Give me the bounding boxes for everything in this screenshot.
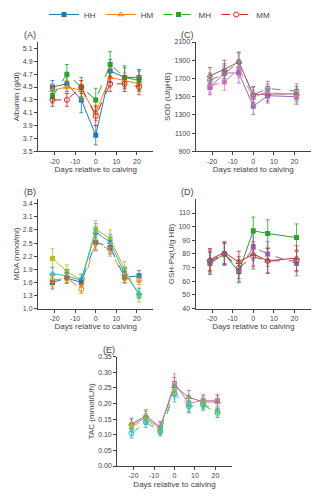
svg-text:1.3: 1.3: [23, 292, 33, 299]
svg-text:HM: HM: [141, 11, 154, 20]
svg-text:3.7: 3.7: [23, 135, 33, 142]
svg-text:MDA (nmol/ml): MDA (nmol/ml): [12, 227, 21, 280]
svg-text:110: 110: [179, 209, 190, 216]
svg-text:50: 50: [182, 291, 190, 298]
svg-text:(A): (A): [24, 30, 36, 40]
svg-text:3.4: 3.4: [23, 200, 33, 207]
svg-text:2.8: 2.8: [23, 226, 33, 233]
svg-text:20: 20: [212, 472, 220, 479]
svg-text:-20: -20: [128, 472, 138, 479]
svg-text:10: 10: [191, 472, 199, 479]
svg-text:0.25: 0.25: [98, 384, 112, 391]
svg-text:80: 80: [182, 250, 190, 257]
svg-text:-10: -10: [228, 315, 238, 322]
svg-text:40: 40: [182, 305, 190, 312]
svg-text:1900: 1900: [175, 57, 191, 64]
svg-text:1.6: 1.6: [23, 279, 33, 286]
svg-text:Days related to calving: Days related to calving: [213, 165, 294, 174]
svg-text:2100: 2100: [175, 38, 191, 45]
svg-text:4.5: 4.5: [23, 83, 33, 90]
svg-text:5.1: 5.1: [23, 45, 33, 52]
svg-text:1.9: 1.9: [23, 266, 33, 273]
svg-text:3.9: 3.9: [23, 122, 33, 129]
svg-text:0.20: 0.20: [98, 400, 112, 407]
svg-text:-10: -10: [70, 158, 80, 165]
svg-text:70: 70: [182, 264, 190, 271]
svg-text:0: 0: [251, 315, 255, 322]
svg-text:4.3: 4.3: [23, 96, 33, 103]
svg-text:0: 0: [173, 472, 177, 479]
svg-text:0.10: 0.10: [98, 431, 112, 438]
svg-text:10: 10: [112, 158, 120, 165]
svg-text:20: 20: [291, 315, 299, 322]
svg-text:10: 10: [270, 158, 278, 165]
svg-text:1.0: 1.0: [23, 305, 33, 312]
svg-text:0: 0: [94, 315, 98, 322]
svg-text:10: 10: [112, 315, 120, 322]
svg-text:(C): (C): [181, 30, 194, 40]
svg-text:-20: -20: [49, 158, 59, 165]
svg-text:-10: -10: [70, 315, 80, 322]
svg-text:TAC (mmol/L/h): TAC (mmol/L/h): [87, 383, 96, 439]
svg-text:100: 100: [178, 223, 190, 230]
svg-text:(B): (B): [24, 187, 36, 197]
svg-text:0.15: 0.15: [98, 416, 112, 423]
svg-text:10: 10: [270, 315, 278, 322]
svg-text:SOD (U/gHB): SOD (U/gHB): [163, 72, 172, 121]
svg-text:HH: HH: [84, 11, 96, 20]
svg-text:2.2: 2.2: [23, 253, 33, 260]
svg-text:Days relative to calving: Days relative to calving: [55, 165, 137, 174]
svg-text:0.35: 0.35: [98, 353, 112, 360]
svg-text:GSH-Px(U/g HB): GSH-Px(U/g HB): [167, 223, 176, 284]
svg-text:0: 0: [94, 158, 98, 165]
svg-text:Days relative to calving: Days relative to calving: [55, 322, 137, 331]
svg-text:3.1: 3.1: [23, 213, 33, 220]
svg-text:1300: 1300: [175, 111, 191, 118]
svg-text:MM: MM: [256, 11, 270, 20]
svg-text:-20: -20: [207, 315, 217, 322]
svg-text:(D): (D): [181, 187, 194, 197]
svg-text:20: 20: [291, 158, 299, 165]
svg-text:0.30: 0.30: [98, 369, 112, 376]
svg-text:0.05: 0.05: [98, 447, 112, 454]
svg-text:90: 90: [182, 237, 190, 244]
svg-text:-20: -20: [207, 158, 217, 165]
svg-text:4.7: 4.7: [23, 71, 33, 78]
svg-text:Days relative to calving: Days relative to calving: [212, 322, 294, 331]
svg-text:-10: -10: [149, 472, 159, 479]
svg-text:1500: 1500: [175, 93, 191, 100]
svg-text:0.00: 0.00: [98, 462, 112, 469]
svg-text:0: 0: [251, 158, 255, 165]
svg-text:2.5: 2.5: [23, 240, 33, 247]
svg-text:-10: -10: [228, 158, 238, 165]
svg-text:Albumin (g/dl): Albumin (g/dl): [12, 72, 21, 122]
svg-text:4.9: 4.9: [23, 58, 33, 65]
svg-text:4.1: 4.1: [23, 109, 33, 116]
svg-text:60: 60: [182, 278, 190, 285]
svg-text:1100: 1100: [175, 130, 190, 137]
svg-text:20: 20: [133, 315, 141, 322]
svg-text:900: 900: [178, 148, 190, 155]
svg-text:-20: -20: [49, 315, 59, 322]
svg-text:1700: 1700: [175, 75, 191, 82]
svg-text:(E): (E): [103, 345, 115, 355]
svg-text:20: 20: [133, 158, 141, 165]
svg-text:3.5: 3.5: [23, 148, 33, 155]
svg-text:Days relative to calving: Days relative to calving: [133, 480, 215, 489]
svg-text:MH: MH: [199, 11, 212, 20]
